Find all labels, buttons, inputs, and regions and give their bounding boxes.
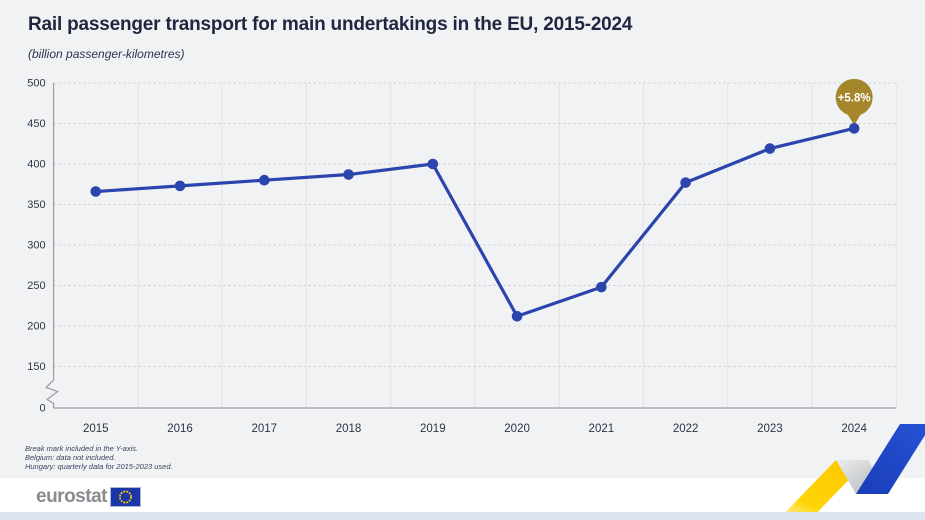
chart-title: Rail passenger transport for main undert… xyxy=(28,14,633,35)
svg-text:2022: 2022 xyxy=(673,423,699,435)
data-points xyxy=(90,123,860,322)
chart-subtitle: (billion passenger-kilometres) xyxy=(28,47,185,61)
data-point xyxy=(848,123,860,134)
vertical-gridlines xyxy=(137,83,897,408)
svg-text:300: 300 xyxy=(27,240,45,252)
annotation-label: +5.8% xyxy=(838,92,871,104)
eurostat-logo: eurostat xyxy=(36,486,141,508)
chart-panel xyxy=(0,0,925,478)
annotation-badge: +5.8% xyxy=(835,78,873,126)
axes xyxy=(44,83,897,409)
svg-text:500: 500 xyxy=(27,78,45,90)
data-point xyxy=(764,143,776,154)
data-point xyxy=(680,177,691,188)
ribbon-decoration xyxy=(777,424,925,520)
svg-text:0: 0 xyxy=(39,403,45,415)
data-point xyxy=(258,174,270,186)
svg-text:2020: 2020 xyxy=(504,423,530,435)
eurostat-logo-text: eurostat xyxy=(36,486,107,507)
eu-flag-icon xyxy=(109,487,141,507)
svg-text:2023: 2023 xyxy=(757,423,783,435)
svg-text:400: 400 xyxy=(27,159,45,171)
svg-text:2019: 2019 xyxy=(420,423,446,435)
svg-text:150: 150 xyxy=(27,361,45,373)
svg-text:2018: 2018 xyxy=(336,423,362,435)
svg-text:2021: 2021 xyxy=(589,423,615,435)
data-point xyxy=(427,158,439,170)
x-axis-labels: 2015 2016 2017 2018 2019 2020 2021 2022 2023 2024 xyxy=(83,423,868,435)
data-point xyxy=(174,180,186,192)
footer-band xyxy=(0,478,925,512)
bottom-strip xyxy=(0,512,925,520)
data-point xyxy=(511,310,523,322)
svg-text:2016: 2016 xyxy=(167,423,193,435)
svg-text:2015: 2015 xyxy=(83,423,109,435)
data-point xyxy=(343,169,354,180)
footnote: Hungary: quarterly data for 2015-2023 us… xyxy=(25,462,173,471)
footnotes: Break mark included in the Y-axis. Belgi… xyxy=(25,444,173,471)
horizontal-gridlines xyxy=(53,82,897,367)
svg-text:2024: 2024 xyxy=(841,423,867,435)
data-point xyxy=(596,281,607,293)
svg-text:450: 450 xyxy=(27,118,45,130)
footnote: Break mark included in the Y-axis. xyxy=(25,444,139,453)
svg-text:2017: 2017 xyxy=(251,423,277,435)
y-axis-labels: 500 450 400 350 300 250 200 150 0 xyxy=(27,78,45,415)
data-line xyxy=(95,126,855,318)
footnote: Belgium: data not included. xyxy=(25,453,116,462)
svg-text:250: 250 xyxy=(27,280,45,292)
data-point xyxy=(90,186,102,197)
svg-text:200: 200 xyxy=(27,321,45,333)
svg-text:350: 350 xyxy=(27,199,45,211)
